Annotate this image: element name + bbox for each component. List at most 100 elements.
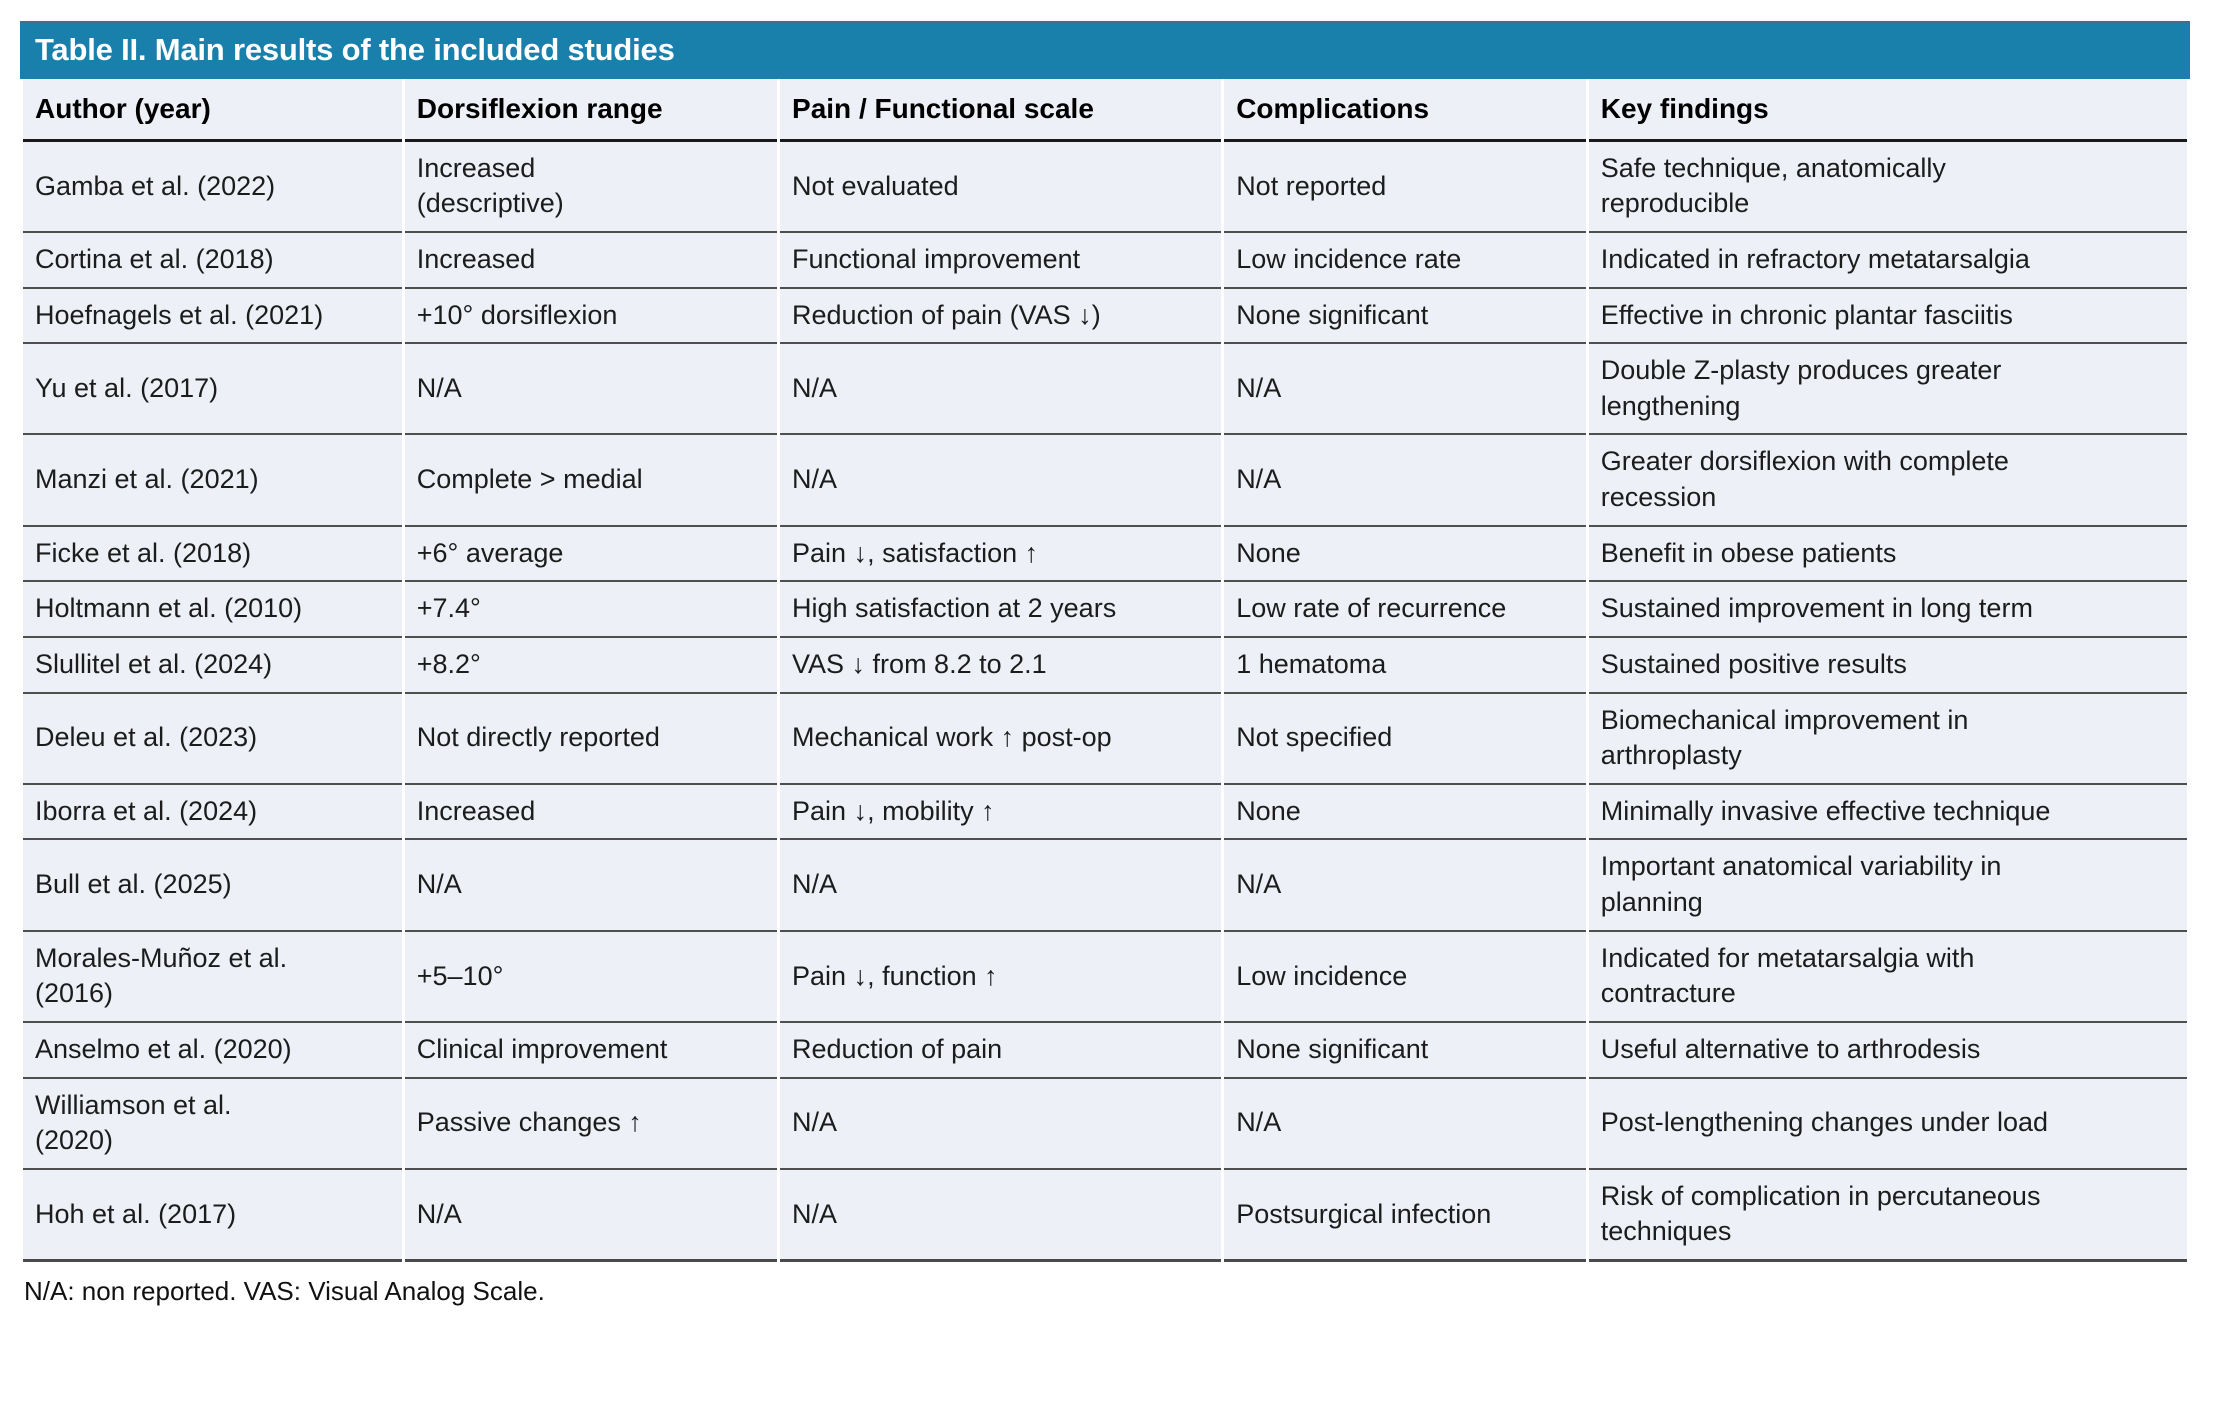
cell-key-findings: Indicated for metatarsalgia with contrac… bbox=[1588, 931, 2187, 1023]
cell-key-findings: Safe technique, anatomically reproducibl… bbox=[1588, 141, 2187, 233]
cell-key-findings: Greater dorsiflexion with complete reces… bbox=[1588, 435, 2187, 527]
cell-author: Deleu et al. (2023) bbox=[23, 693, 402, 785]
cell-complications: None bbox=[1224, 526, 1586, 583]
cell-key-findings: Indicated in refractory metatarsalgia bbox=[1588, 232, 2187, 289]
cell-complications: None bbox=[1224, 784, 1586, 841]
cell-dorsiflexion-range: Complete > medial bbox=[404, 435, 778, 527]
cell-dorsiflexion-range: +5–10° bbox=[404, 931, 778, 1023]
cell-dorsiflexion-range: +10° dorsiflexion bbox=[404, 288, 778, 345]
cell-complications: None significant bbox=[1224, 1022, 1586, 1079]
cell-complications: Low incidence bbox=[1224, 931, 1586, 1023]
cell-dorsiflexion-range: +7.4° bbox=[404, 582, 778, 638]
cell-pain-functional-scale: N/A bbox=[780, 344, 1222, 436]
cell-pain-functional-scale: Functional improvement bbox=[780, 232, 1222, 289]
cell-complications: Not specified bbox=[1224, 693, 1586, 785]
cell-pain-functional-scale: Mechanical work ↑ post-op bbox=[780, 693, 1222, 785]
cell-complications: Postsurgical infection bbox=[1224, 1169, 1586, 1263]
table-footnote: N/A: non reported. VAS: Visual Analog Sc… bbox=[24, 1276, 545, 1307]
cell-dorsiflexion-range: N/A bbox=[404, 344, 778, 436]
cell-pain-functional-scale: VAS ↓ from 8.2 to 2.1 bbox=[780, 637, 1222, 694]
cell-key-findings: Minimally invasive effective technique bbox=[1588, 784, 2187, 841]
table-row: Ficke et al. (2018) +6° average Pain ↓, sa… bbox=[23, 526, 2187, 583]
cell-dorsiflexion-range: Increased bbox=[404, 784, 778, 841]
column-header-pain-functional-scale: Pain / Functional scale bbox=[780, 78, 1222, 142]
header-row: Author (year) Dorsiflexion range Pain / … bbox=[23, 78, 2187, 142]
table-row: Slullitel et al. (2024) +8.2° VAS ↓ from 8… bbox=[23, 637, 2187, 694]
column-header-dorsiflexion-range: Dorsiflexion range bbox=[404, 78, 778, 142]
table-row: Deleu et al. (2023) Not directly reported… bbox=[23, 693, 2187, 785]
cell-author: Morales-Muñoz et al. (2016) bbox=[23, 931, 402, 1023]
cell-dorsiflexion-range: +6° average bbox=[404, 526, 778, 583]
cell-key-findings: Effective in chronic plantar fasciitis bbox=[1588, 288, 2187, 345]
table-row: Hoh et al. (2017) N/A N/A Postsurgical infe… bbox=[23, 1169, 2187, 1263]
cell-key-findings: Double Z-plasty produces greater lengthe… bbox=[1588, 344, 2187, 436]
cell-key-findings: Benefit in obese patients bbox=[1588, 526, 2187, 583]
table-row: Iborra et al. (2024) Increased Pain ↓, mob… bbox=[23, 784, 2187, 841]
table-row: Anselmo et al. (2020) Clinical improvemen… bbox=[23, 1022, 2187, 1079]
table-row: Gamba et al. (2022) Increased (descriptiv… bbox=[23, 141, 2187, 233]
table-row: Manzi et al. (2021) Complete > medial N/A N… bbox=[23, 435, 2187, 527]
table-row: Hoefnagels et al. (2021) +10° dorsiflexio… bbox=[23, 288, 2187, 345]
cell-complications: N/A bbox=[1224, 1078, 1586, 1170]
cell-key-findings: Risk of complication in percutaneous tec… bbox=[1588, 1169, 2187, 1263]
table-row: Yu et al. (2017) N/A N/A N/A Double Z-plasty… bbox=[23, 344, 2187, 436]
cell-key-findings: Sustained improvement in long term bbox=[1588, 582, 2187, 638]
cell-pain-functional-scale: N/A bbox=[780, 435, 1222, 527]
cell-complications: Not reported bbox=[1224, 141, 1586, 233]
cell-author: Iborra et al. (2024) bbox=[23, 784, 402, 841]
cell-key-findings: Important anatomical variability in plan… bbox=[1588, 840, 2187, 932]
cell-pain-functional-scale: Not evaluated bbox=[780, 141, 1222, 233]
cell-complications: Low rate of recurrence bbox=[1224, 582, 1586, 638]
cell-key-findings: Post-lengthening changes under load bbox=[1588, 1078, 2187, 1170]
table-row: Bull et al. (2025) N/A N/A N/A Important ana… bbox=[23, 840, 2187, 932]
table-title-bar: Table II. Main results of the included s… bbox=[20, 21, 2190, 79]
cell-complications: N/A bbox=[1224, 435, 1586, 527]
cell-complications: N/A bbox=[1224, 344, 1586, 436]
cell-author: Hoefnagels et al. (2021) bbox=[23, 288, 402, 345]
table-row: Cortina et al. (2018) Increased Functional… bbox=[23, 232, 2187, 289]
cell-dorsiflexion-range: Increased bbox=[404, 232, 778, 289]
cell-author: Gamba et al. (2022) bbox=[23, 141, 402, 233]
cell-author: Hoh et al. (2017) bbox=[23, 1169, 402, 1263]
cell-author: Manzi et al. (2021) bbox=[23, 435, 402, 527]
cell-pain-functional-scale: Reduction of pain (VAS ↓) bbox=[780, 288, 1222, 345]
table-row: Morales-Muñoz et al. (2016) +5–10° Pain ↓,… bbox=[23, 931, 2187, 1023]
table-row: Williamson et al. (2020) Passive changes … bbox=[23, 1078, 2187, 1170]
column-header-author: Author (year) bbox=[23, 78, 402, 142]
cell-pain-functional-scale: Pain ↓, function ↑ bbox=[780, 931, 1222, 1023]
cell-author: Bull et al. (2025) bbox=[23, 840, 402, 932]
cell-pain-functional-scale: N/A bbox=[780, 1169, 1222, 1263]
cell-key-findings: Useful alternative to arthrodesis bbox=[1588, 1022, 2187, 1079]
cell-dorsiflexion-range: Passive changes ↑ bbox=[404, 1078, 778, 1170]
cell-complications: 1 hematoma bbox=[1224, 637, 1586, 694]
cell-pain-functional-scale: Reduction of pain bbox=[780, 1022, 1222, 1079]
cell-author: Yu et al. (2017) bbox=[23, 344, 402, 436]
cell-key-findings: Biomechanical improvement in arthroplast… bbox=[1588, 693, 2187, 785]
cell-pain-functional-scale: N/A bbox=[780, 840, 1222, 932]
cell-complications: N/A bbox=[1224, 840, 1586, 932]
column-header-key-findings: Key findings bbox=[1588, 78, 2187, 142]
cell-pain-functional-scale: High satisfaction at 2 years bbox=[780, 582, 1222, 638]
cell-key-findings: Sustained positive results bbox=[1588, 637, 2187, 694]
cell-pain-functional-scale: Pain ↓, satisfaction ↑ bbox=[780, 526, 1222, 583]
cell-complications: None significant bbox=[1224, 288, 1586, 345]
cell-dorsiflexion-range: Clinical improvement bbox=[404, 1022, 778, 1079]
studies-table: Author (year) Dorsiflexion range Pain / … bbox=[20, 78, 2190, 1263]
cell-author: Cortina et al. (2018) bbox=[23, 232, 402, 289]
cell-author: Slullitel et al. (2024) bbox=[23, 637, 402, 694]
column-header-complications: Complications bbox=[1224, 78, 1586, 142]
cell-dorsiflexion-range: N/A bbox=[404, 840, 778, 932]
cell-author: Williamson et al. (2020) bbox=[23, 1078, 402, 1170]
cell-dorsiflexion-range: Not directly reported bbox=[404, 693, 778, 785]
cell-pain-functional-scale: Pain ↓, mobility ↑ bbox=[780, 784, 1222, 841]
cell-dorsiflexion-range: N/A bbox=[404, 1169, 778, 1263]
cell-author: Holtmann et al. (2010) bbox=[23, 582, 402, 638]
cell-dorsiflexion-range: Increased (descriptive) bbox=[404, 141, 778, 233]
table-body: Gamba et al. (2022) Increased (descriptiv… bbox=[23, 141, 2187, 1263]
cell-pain-functional-scale: N/A bbox=[780, 1078, 1222, 1170]
table-title: Table II. Main results of the included s… bbox=[35, 32, 675, 67]
cell-complications: Low incidence rate bbox=[1224, 232, 1586, 289]
table-row: Holtmann et al. (2010) +7.4° High satisfac… bbox=[23, 582, 2187, 638]
cell-author: Anselmo et al. (2020) bbox=[23, 1022, 402, 1079]
